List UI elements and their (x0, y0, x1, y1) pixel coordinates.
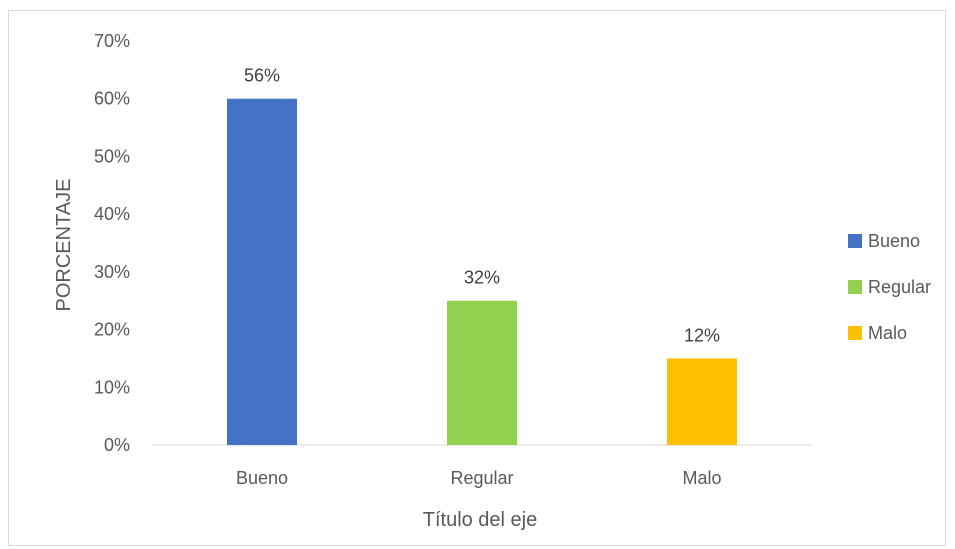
legend-swatch (848, 234, 862, 248)
y-tick-label: 20% (94, 320, 130, 340)
x-axis-ticks: Bueno Regular Malo (236, 468, 722, 488)
y-axis-ticks: 0% 10% 20% 30% 40% 50% 60% 70% (94, 31, 130, 455)
y-tick-label: 0% (104, 435, 130, 455)
y-tick-label: 40% (94, 204, 130, 224)
bars (227, 98, 737, 445)
chart-frame (8, 10, 946, 546)
legend: Bueno Regular Malo (848, 231, 931, 343)
y-tick-label: 70% (94, 31, 130, 51)
bar-malo (667, 358, 737, 445)
x-tick-label: Bueno (236, 468, 288, 488)
x-axis-title: Título del eje (423, 509, 538, 531)
y-tick-label: 50% (94, 146, 130, 166)
data-labels: 56% 32% 12% (244, 66, 720, 346)
y-tick-label: 10% (94, 377, 130, 397)
y-axis-title: PORCENTAJE (53, 179, 75, 312)
legend-label: Malo (868, 323, 907, 343)
x-tick-label: Regular (450, 468, 513, 488)
data-label: 32% (464, 268, 500, 288)
legend-label: Regular (868, 277, 931, 297)
legend-swatch (848, 326, 862, 340)
bar-bueno (227, 98, 297, 445)
y-tick-label: 60% (94, 89, 130, 109)
legend-label: Bueno (868, 231, 920, 251)
data-label: 56% (244, 66, 280, 86)
y-tick-label: 30% (94, 262, 130, 282)
data-label: 12% (684, 325, 720, 345)
legend-swatch (848, 280, 862, 294)
bar-regular (447, 300, 517, 445)
x-tick-label: Malo (682, 468, 721, 488)
